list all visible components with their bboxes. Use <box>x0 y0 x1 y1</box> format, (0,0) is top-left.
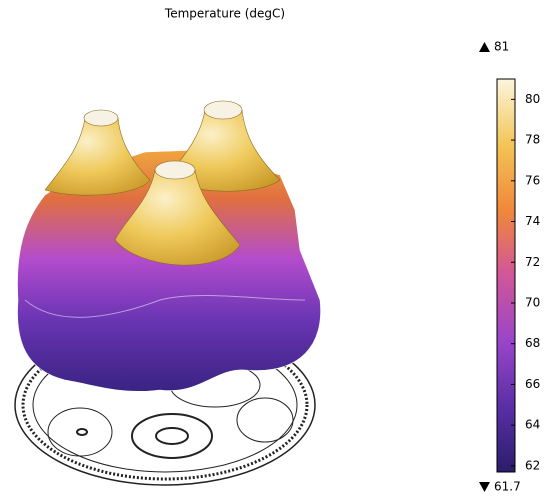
min-marker <box>479 482 490 492</box>
colorbar <box>496 78 516 473</box>
colorbar-tick-label: 74 <box>525 214 540 228</box>
conductors <box>44 100 281 266</box>
colorbar-tick-label: 80 <box>525 92 540 106</box>
max-label: 81 <box>494 40 509 54</box>
colorbar-tick-label: 78 <box>525 133 540 147</box>
colorbar-tick-label: 72 <box>525 255 540 269</box>
min-label: 61.7 <box>494 480 521 494</box>
colorbar-tick-label: 64 <box>525 418 540 432</box>
colorbar-tick-label: 76 <box>525 173 540 187</box>
colorbar-tick-label: 68 <box>525 336 540 350</box>
highlight <box>24 295 306 318</box>
chart-title: Temperature (degC) <box>164 7 285 21</box>
colorbar-tick-label: 66 <box>525 377 540 391</box>
colorbar-tick-label: 70 <box>525 295 540 309</box>
colorbar-tick-label: 62 <box>525 458 540 472</box>
max-marker <box>479 42 490 52</box>
cable-body <box>17 149 321 392</box>
